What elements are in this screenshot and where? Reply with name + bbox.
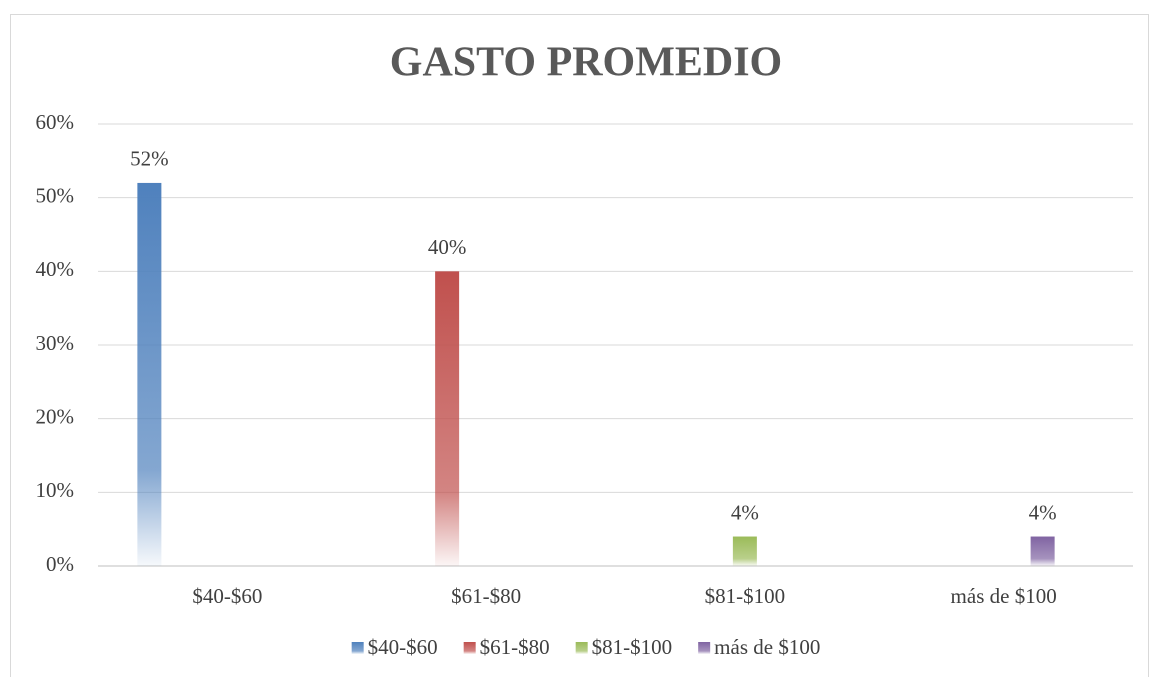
y-tick-label: 30% bbox=[36, 331, 75, 355]
legend-swatch bbox=[698, 642, 711, 654]
y-tick-label: 50% bbox=[36, 183, 75, 207]
bar bbox=[137, 182, 162, 566]
data-label: 52% bbox=[130, 147, 169, 171]
bar bbox=[732, 536, 757, 566]
legend-label: $61-$80 bbox=[480, 635, 550, 659]
y-tick-label: 60% bbox=[36, 110, 75, 134]
legend-label: más de $100 bbox=[714, 635, 820, 659]
legend-label: $40-$60 bbox=[368, 635, 438, 659]
y-tick-label: 0% bbox=[46, 552, 74, 576]
legend-label: $81-$100 bbox=[592, 635, 673, 659]
x-tick-label: más de $100 bbox=[951, 584, 1057, 608]
bar bbox=[1030, 536, 1055, 566]
x-tick-label: $40-$60 bbox=[192, 584, 262, 608]
legend-swatch bbox=[575, 642, 588, 654]
chart-title: GASTO PROMEDIO bbox=[390, 40, 782, 86]
data-label: 40% bbox=[428, 235, 467, 259]
legend-swatch bbox=[463, 642, 476, 654]
legend-swatch bbox=[351, 642, 364, 654]
bar bbox=[435, 271, 460, 566]
x-tick-label: $61-$80 bbox=[451, 584, 521, 608]
y-tick-label: 10% bbox=[36, 478, 75, 502]
y-tick-label: 40% bbox=[36, 257, 75, 281]
data-label: 4% bbox=[1029, 500, 1057, 524]
data-label: 4% bbox=[731, 500, 759, 524]
chart-frame bbox=[10, 14, 1149, 677]
y-tick-label: 20% bbox=[36, 404, 75, 428]
x-tick-label: $81-$100 bbox=[705, 584, 786, 608]
